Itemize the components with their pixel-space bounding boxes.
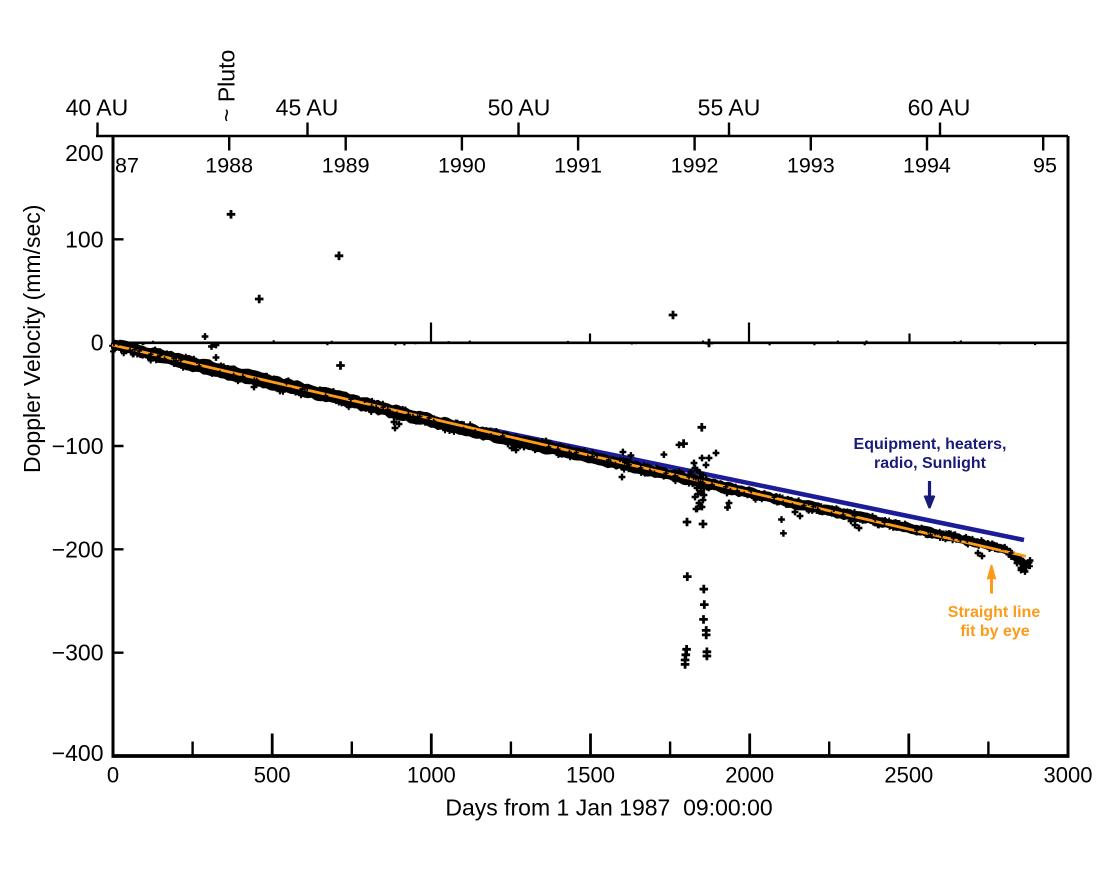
svg-text:1000: 1000 [407, 763, 456, 788]
svg-text:1993: 1993 [787, 154, 835, 178]
svg-text:1988: 1988 [205, 154, 253, 178]
svg-text:1991: 1991 [554, 154, 602, 178]
svg-text:40 AU: 40 AU [66, 95, 129, 121]
svg-text:1990: 1990 [438, 154, 486, 178]
svg-text:−100: −100 [52, 433, 104, 459]
svg-text:3000: 3000 [1044, 763, 1093, 788]
svg-text:2000: 2000 [725, 763, 774, 788]
svg-text:radio, Sunlight: radio, Sunlight [874, 455, 987, 472]
svg-text:2500: 2500 [884, 763, 933, 788]
svg-text:1500: 1500 [566, 763, 615, 788]
svg-text:50 AU: 50 AU [488, 95, 551, 121]
svg-text:~ Pluto: ~ Pluto [214, 50, 240, 122]
svg-text:500: 500 [254, 763, 291, 788]
svg-text:Days from 1 Jan 1987 09:00:00: Days from 1 Jan 1987 09:00:00 [445, 795, 772, 821]
svg-text:60 AU: 60 AU [908, 95, 971, 121]
svg-text:1992: 1992 [671, 154, 719, 178]
svg-text:−300: −300 [52, 640, 104, 666]
svg-text:45 AU: 45 AU [276, 95, 339, 121]
svg-text:−200: −200 [52, 536, 104, 562]
svg-text:87: 87 [115, 154, 139, 178]
svg-text:95: 95 [1033, 154, 1057, 178]
svg-text:Doppler Velocity (mm/sec): Doppler Velocity (mm/sec) [19, 205, 45, 473]
svg-text:1989: 1989 [322, 154, 370, 178]
svg-text:Straight line: Straight line [948, 604, 1041, 621]
svg-text:−400: −400 [52, 740, 104, 766]
svg-text:200: 200 [65, 140, 103, 166]
svg-text:55 AU: 55 AU [698, 95, 761, 121]
svg-text:0: 0 [91, 330, 104, 356]
svg-text:0: 0 [107, 763, 119, 788]
svg-text:Equipment, heaters,: Equipment, heaters, [854, 436, 1007, 453]
svg-text:fit by eye: fit by eye [960, 623, 1029, 640]
svg-text:100: 100 [65, 226, 103, 252]
svg-text:1994: 1994 [903, 154, 951, 178]
